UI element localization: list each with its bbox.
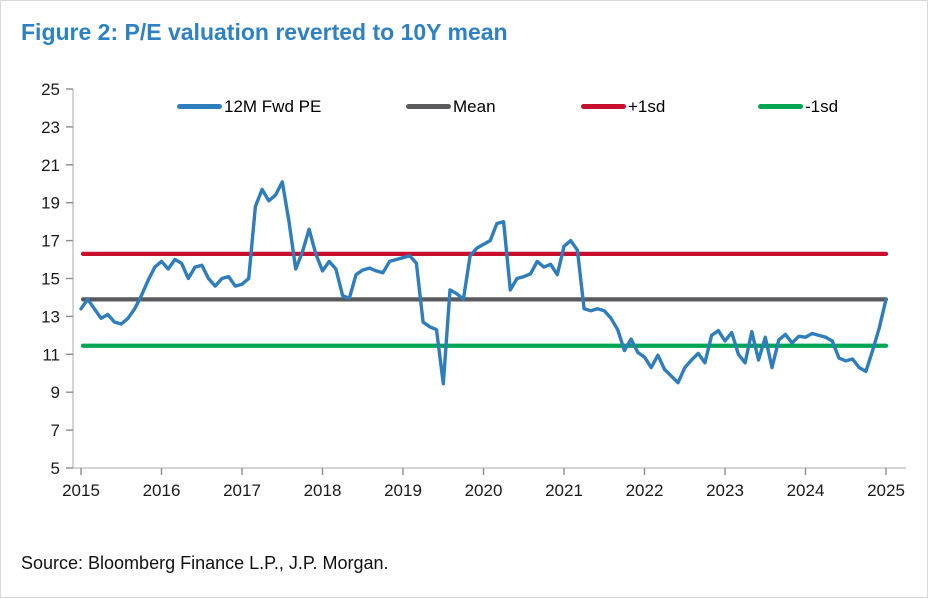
x-tick-label: 2015 (62, 481, 100, 500)
x-tick-label: 2020 (465, 481, 503, 500)
x-tick-label: 2022 (626, 481, 664, 500)
x-tick-label: 2016 (143, 481, 181, 500)
legend-label-mean: Mean (453, 97, 496, 116)
x-tick-label: 2018 (304, 481, 342, 500)
y-tick-label: 21 (41, 156, 60, 175)
y-tick-label: 9 (51, 383, 60, 402)
x-tick-label: 2017 (223, 481, 261, 500)
x-tick-label: 2025 (867, 481, 905, 500)
y-tick-label: 11 (42, 345, 60, 364)
legend-item-12m-fwd-pe: 12M Fwd PE (177, 98, 406, 115)
y-tick-label: 25 (41, 80, 60, 99)
legend-swatch-mean (406, 104, 451, 109)
legend-label-plus1sd: +1sd (628, 97, 666, 116)
legend-item-plus1sd: +1sd (581, 98, 758, 115)
legend-label-12m-fwd-pe: 12M Fwd PE (224, 97, 322, 116)
figure-title: Figure 2: P/E valuation reverted to 10Y … (21, 19, 508, 45)
y-tick-label: 15 (41, 270, 60, 289)
chart-legend: 12M Fwd PE Mean +1sd -1sd (177, 98, 877, 115)
legend-item-minus1sd: -1sd (758, 98, 877, 115)
source-note: Source: Bloomberg Finance L.P., J.P. Mor… (21, 553, 389, 573)
legend-swatch-minus1sd (758, 104, 803, 109)
y-tick-label: 13 (41, 307, 60, 326)
y-tick-label: 19 (41, 194, 60, 213)
x-tick-label: 2019 (384, 481, 422, 500)
series-line-12m-fwd-pe (79, 180, 888, 386)
y-tick-label: 17 (41, 232, 60, 251)
y-tick-label: 23 (41, 118, 60, 137)
x-tick-label: 2023 (706, 481, 744, 500)
legend-item-mean: Mean (406, 98, 581, 115)
pe-valuation-line-chart: 5 7 9 11 13 15 17 19 21 23 25 2015 2016 2017 2018 2019 2… (41, 80, 906, 500)
legend-swatch-12m-fwd-pe (177, 104, 222, 109)
x-tick-label: 2024 (787, 481, 825, 500)
legend-swatch-plus1sd (581, 104, 626, 109)
legend-label-minus1sd: -1sd (805, 97, 839, 116)
y-tick-label: 7 (51, 421, 60, 440)
y-tick-label: 5 (51, 459, 60, 478)
x-tick-label: 2021 (545, 481, 583, 500)
